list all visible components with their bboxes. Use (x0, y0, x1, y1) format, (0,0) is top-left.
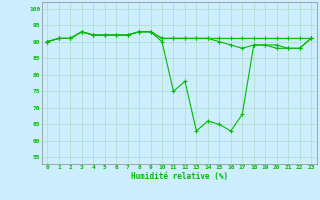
X-axis label: Humidité relative (%): Humidité relative (%) (131, 172, 228, 181)
